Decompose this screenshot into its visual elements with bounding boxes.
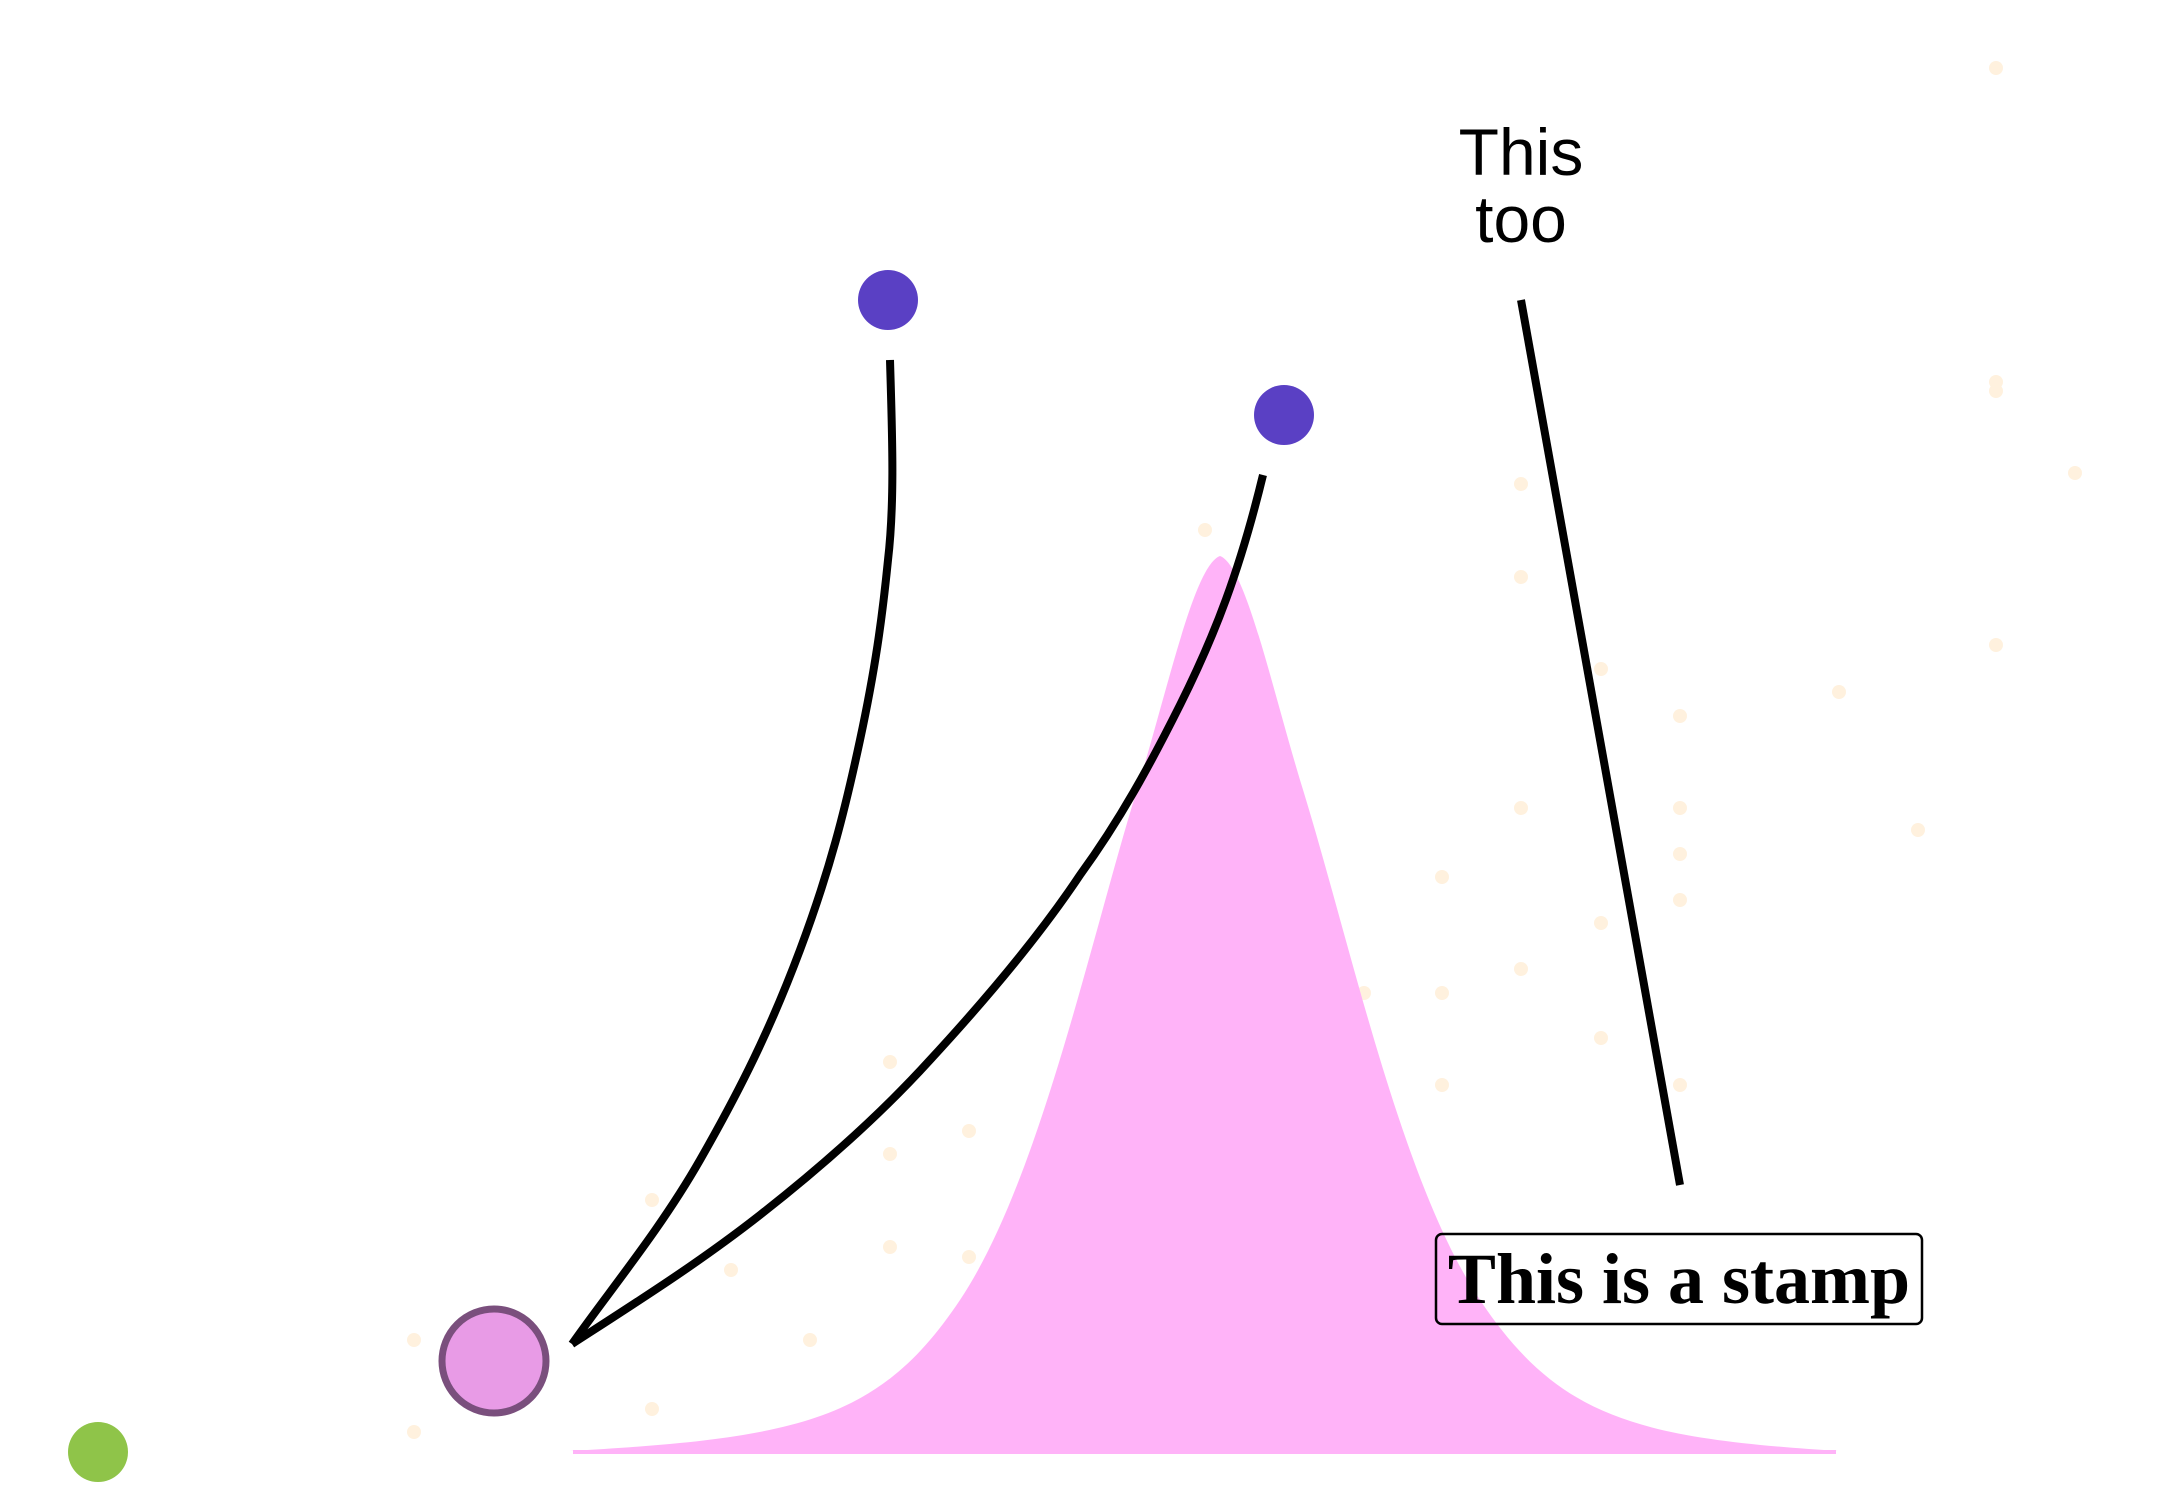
background-scatter-point — [1911, 823, 1925, 837]
annotation-label-line-1: This — [1459, 115, 1584, 189]
background-scatter-point — [1198, 523, 1212, 537]
background-scatter-point — [1514, 477, 1528, 491]
background-scatter-point — [407, 1333, 421, 1347]
background-scatter-point — [1673, 709, 1687, 723]
green-point — [68, 1422, 128, 1482]
background-scatter-point — [645, 1402, 659, 1416]
blue-point-middle — [1254, 385, 1314, 445]
background-scatter-point — [1989, 384, 2003, 398]
background-scatter-point — [1673, 847, 1687, 861]
annotation-label-line-2: too — [1475, 182, 1567, 256]
background-scatter-point — [803, 1333, 817, 1347]
background-scatter-point — [883, 1055, 897, 1069]
background-scatter-point — [1514, 801, 1528, 815]
background-scatter-point — [1989, 638, 2003, 652]
background-scatter-point — [1594, 662, 1608, 676]
background-scatter-point — [407, 1425, 421, 1439]
background-scatter-point — [1673, 1078, 1687, 1092]
background-scatter-point — [1594, 1031, 1608, 1045]
connector-curve-left — [568, 359, 897, 1347]
background-scatter-point — [1514, 962, 1528, 976]
pink-source-circle — [438, 1305, 550, 1417]
background-scatter-point — [2068, 466, 2082, 480]
bell-curve-area — [570, 556, 1838, 1451]
background-scatter-point — [645, 1193, 659, 1207]
background-scatter-point — [1435, 986, 1449, 1000]
background-scatter-point — [724, 1263, 738, 1277]
background-scatter-point — [883, 1240, 897, 1254]
stamp: This is a stamp — [1434, 1232, 1924, 1326]
background-scatter-point — [1673, 801, 1687, 815]
background-scatter-point — [883, 1147, 897, 1161]
annotation-leader-line — [1517, 299, 1684, 1186]
background-scatter-point — [962, 1250, 976, 1264]
background-scatter-point — [1832, 685, 1846, 699]
stamp-border — [1434, 1232, 1924, 1326]
background-scatter-point — [1514, 570, 1528, 584]
background-scatter-point — [1673, 893, 1687, 907]
blue-point-upper — [858, 270, 918, 330]
background-scatter-point — [962, 1124, 976, 1138]
background-scatter-point — [1989, 61, 2003, 75]
connector-curve-right — [569, 474, 1267, 1348]
stamp-text: This is a stamp — [1448, 1239, 1910, 1319]
background-scatter-point — [1435, 1078, 1449, 1092]
background-scatter-point — [1594, 916, 1608, 930]
background-scatter-point — [1435, 870, 1449, 884]
